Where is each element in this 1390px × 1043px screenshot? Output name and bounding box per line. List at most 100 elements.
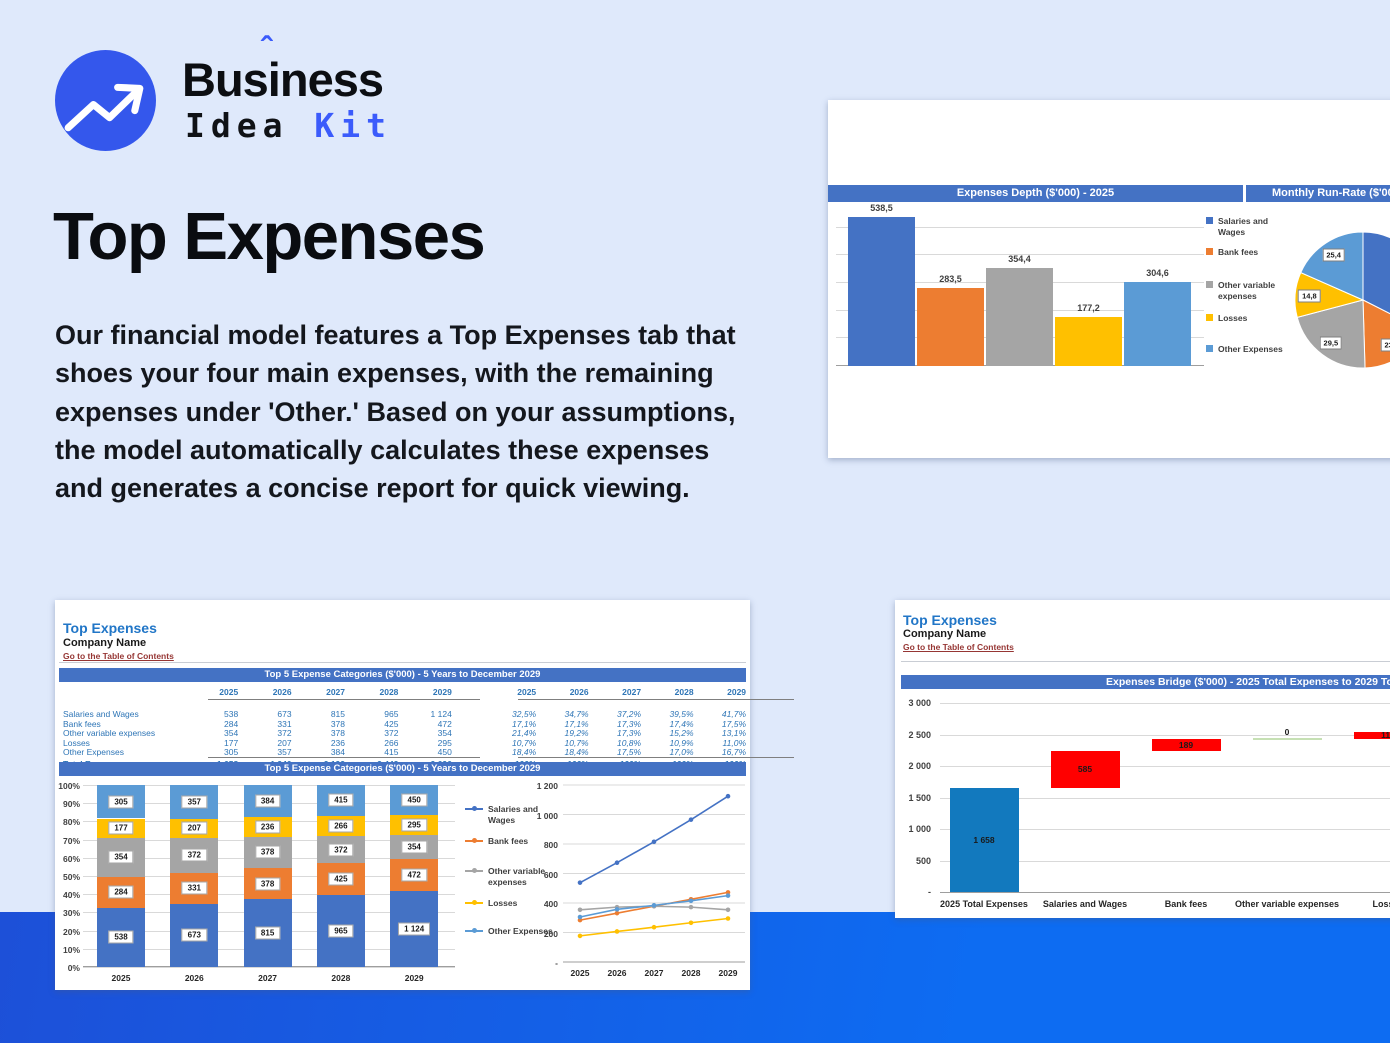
- table-header-bar: Top 5 Expense Categories ($'000) - 5 Yea…: [59, 668, 746, 682]
- segment-value-label: 354: [401, 840, 427, 854]
- row-label: Other Expenses: [63, 747, 124, 757]
- legend-label: Other Expenses: [1218, 344, 1283, 354]
- legend-dot: [472, 900, 477, 905]
- grid-line: [940, 797, 1390, 799]
- legend-marker: [465, 926, 483, 935]
- segment-value-label: 207: [181, 821, 207, 835]
- legend-label: Other variable expenses: [1218, 280, 1276, 301]
- expenses-depth-bar-chart: 538,5 283,5 354,4 177,2 304,6: [836, 200, 1204, 366]
- expenses-depth-legend: Salaries and Wages Bank fees Other variabl…: [1206, 212, 1366, 372]
- brand-kit: Kit: [314, 106, 392, 145]
- data-point: [688, 920, 694, 926]
- legend-marker: [465, 836, 483, 845]
- table-cell: 2028: [674, 687, 694, 697]
- sheet-title: Top Expenses: [903, 612, 997, 628]
- table-cell: 384: [330, 747, 346, 757]
- waterfall-bar: [949, 787, 1019, 892]
- x-tick-label: 2026: [607, 968, 627, 978]
- legend-item: Salaries and Wages: [465, 804, 538, 826]
- y-tick-label: 0%: [67, 963, 80, 973]
- table-cell: 378: [330, 728, 346, 738]
- bar: [986, 267, 1053, 366]
- segment-value-label: 384: [254, 794, 281, 808]
- bar: [1055, 316, 1122, 366]
- data-point: [688, 904, 694, 910]
- table-of-contents-link[interactable]: Go to the Table of Contents: [63, 651, 174, 661]
- legend-marker: [1206, 345, 1213, 352]
- legend-marker: [1206, 248, 1213, 255]
- table-row: Bank fees 284 331 378 425 472 17,1% 17,1% 17,3% 1…: [63, 718, 746, 730]
- data-point: [577, 933, 583, 939]
- legend-label: Salaries and Wages: [1218, 216, 1269, 237]
- segment-value-label: 305: [108, 795, 134, 809]
- x-tick-label: 2025: [111, 973, 131, 983]
- bar-value-label: 538,5: [870, 203, 893, 213]
- table-of-contents-link[interactable]: Go to the Table of Contents: [903, 642, 1014, 652]
- legend-label: Other Expenses: [488, 926, 553, 936]
- brand-name-line2: Idea Kit: [185, 106, 392, 145]
- waterfall-value-label: 189: [1178, 739, 1194, 750]
- bar-value-label: 177,2: [1077, 302, 1100, 313]
- table-cell: 295: [437, 737, 452, 748]
- table-cell: 2026: [272, 687, 292, 697]
- x-tick-label: 2028: [331, 973, 351, 983]
- grid-line: [940, 860, 1390, 862]
- y-tick-label: 2 500: [908, 729, 931, 740]
- table-cell: 18,4%: [512, 747, 537, 757]
- pie-slice-label: 14,8: [1298, 289, 1321, 303]
- data-point: [651, 924, 657, 930]
- legend-dot: [472, 838, 477, 843]
- spacer: [452, 688, 484, 698]
- table-cell: 17,5%: [616, 747, 642, 757]
- table-cell: 10,9%: [669, 737, 694, 748]
- row-label: Losses: [63, 737, 90, 748]
- brand-logo-circle: [55, 50, 156, 151]
- table-cell: 10,8%: [616, 737, 642, 748]
- legend-item: Other variable expenses: [1206, 280, 1275, 302]
- legend-label: Other variable expenses: [488, 866, 546, 887]
- row-label: [63, 688, 185, 698]
- table-cell: 815: [330, 709, 346, 719]
- x-tick-label: Bank fees: [1164, 899, 1208, 909]
- table-cell: 538: [224, 709, 239, 719]
- data-point: [651, 839, 657, 845]
- waterfall-bar: [1353, 731, 1390, 740]
- segment-value-label: 284: [108, 885, 134, 899]
- waterfall-zero-bar: [1252, 738, 1322, 741]
- x-tick-label: Losses: [1372, 899, 1390, 909]
- table-cell: 266: [384, 737, 399, 748]
- table-cell: 357: [277, 747, 292, 757]
- grid-line: [940, 734, 1390, 736]
- y-tick-label: -: [555, 958, 558, 968]
- x-tick-label: 2027: [644, 968, 664, 978]
- segment-value-label: 378: [254, 877, 281, 891]
- y-tick-label: 400: [543, 899, 558, 909]
- table-cell: 354: [437, 728, 452, 738]
- y-tick-label: 50%: [62, 872, 80, 882]
- table-cell: 378: [330, 718, 346, 729]
- segment-value-label: 425: [328, 872, 354, 886]
- legend-item: Losses: [465, 898, 517, 909]
- segment-value-label: 538: [108, 930, 134, 944]
- legend-dot: [472, 806, 477, 811]
- data-point: [725, 893, 731, 898]
- sheet-title: Top Expenses: [63, 620, 157, 636]
- y-tick-label: 800: [543, 840, 558, 850]
- legend-marker: [465, 804, 483, 813]
- y-tick-label: 2 000: [908, 761, 931, 772]
- x-tick-label: 2029: [404, 973, 424, 983]
- data-point: [688, 817, 694, 822]
- table-cell: 18,4%: [564, 747, 589, 757]
- table-cell: 17,3%: [616, 728, 642, 738]
- sheet-company-name: Company Name: [903, 628, 987, 640]
- trend-arrow-icon: [55, 50, 156, 151]
- x-tick-label: Other variable expenses: [1234, 899, 1340, 909]
- table-cell: 2029: [727, 687, 747, 697]
- legend-marker: [1206, 217, 1213, 224]
- data-point: [725, 793, 731, 799]
- pie-slice-label: 25,4: [1322, 248, 1345, 262]
- table-cell: 37,2%: [616, 709, 642, 719]
- brand-i: i: [267, 53, 281, 106]
- legend-dot: [472, 928, 477, 933]
